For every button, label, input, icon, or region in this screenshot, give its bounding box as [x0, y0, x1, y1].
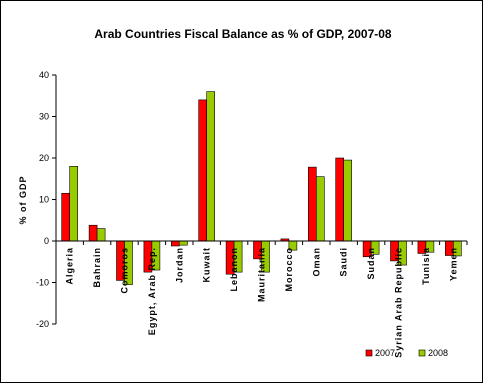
x-tick-label: Bahrain	[92, 247, 102, 288]
chart-title: Arab Countries Fiscal Balance as % of GD…	[94, 27, 392, 41]
x-tick-label: Mauritania	[257, 247, 267, 302]
legend-label-2008: 2008	[428, 348, 448, 358]
x-tick-label: Saudi	[339, 247, 349, 277]
bar-2007	[61, 192, 71, 242]
bar-2008	[179, 240, 188, 246]
x-tick-label: Tunisia	[421, 247, 431, 285]
bar-2007	[88, 224, 98, 242]
x-tick-label: Yemen	[448, 247, 458, 281]
bar-2008	[206, 91, 215, 242]
plot-area: -20 -10 0 10 20 30 40 Algeria Bahrain Comoros Egyp…	[36, 70, 468, 358]
bar-2008	[343, 159, 353, 242]
y-tick-label: 20	[39, 153, 49, 163]
y-tick-label: 0	[44, 236, 49, 246]
bar-2007	[171, 240, 180, 247]
legend-swatch-2008	[418, 349, 426, 357]
y-axis-label: % of GDP	[18, 175, 28, 224]
y-tick-label: 10	[39, 195, 49, 205]
legend-label-2007: 2007	[375, 348, 395, 358]
y-tick-label: -20	[36, 319, 49, 329]
bar-2007	[335, 157, 345, 242]
y-tick-label: 30	[39, 112, 49, 122]
bar-2007	[307, 166, 317, 242]
y-tick-label: -10	[36, 278, 49, 288]
legend: 2007 2008	[365, 348, 448, 358]
x-tick-label: Comoros	[120, 247, 130, 294]
x-tick-label: Oman	[311, 247, 321, 277]
x-tick-label: Kuwait	[202, 247, 212, 283]
x-tick-label: Egypt, Arab Rep.	[147, 247, 157, 335]
x-tick-label: Algeria	[65, 247, 75, 285]
x-tick-label: Jordan	[174, 247, 184, 283]
x-tick-label: Syrian Arab Republic	[394, 247, 404, 358]
x-tick-label: Sudan	[366, 247, 376, 280]
bar-2008	[96, 228, 106, 242]
y-tick-label: 40	[39, 70, 49, 80]
legend-swatch-2007	[365, 349, 373, 357]
bar-2008	[69, 166, 78, 242]
x-tick-label: Lebanon	[229, 247, 239, 292]
bar-2008	[315, 176, 325, 242]
bar-2007	[198, 99, 207, 242]
x-tick-label: Morocco	[284, 247, 294, 292]
